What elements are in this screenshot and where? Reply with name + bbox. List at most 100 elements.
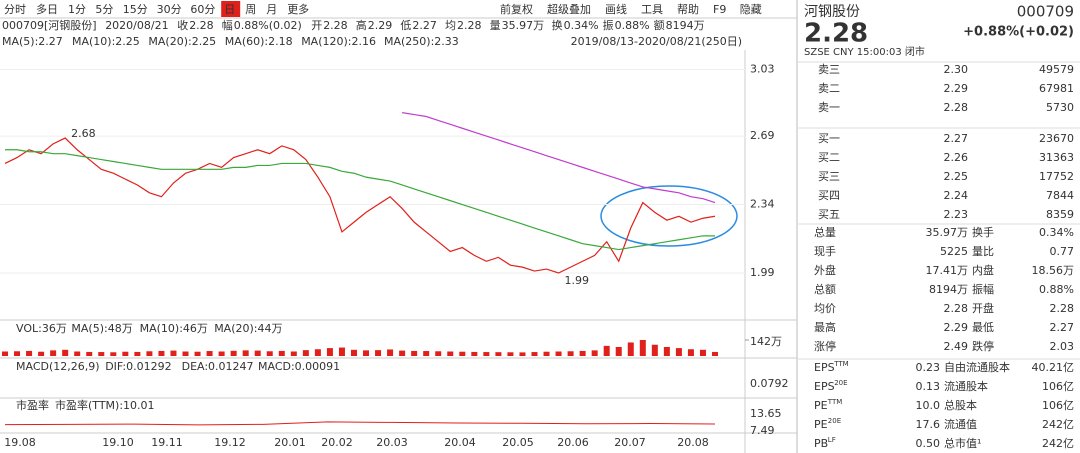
fund-label: 总股本 — [944, 398, 977, 412]
tool-button[interactable]: 工具 — [641, 3, 663, 16]
volume-bar — [350, 349, 357, 356]
info-item: 2020/08/21 — [105, 19, 168, 32]
info-value: 0.88%(0.02) — [234, 19, 302, 32]
x-tick-label: 19.12 — [214, 436, 246, 449]
vol-header: MA(20):44万 — [214, 322, 282, 335]
stat-label: 均价 — [814, 302, 836, 315]
stat-value: 2.28 — [944, 302, 969, 315]
period-tab[interactable]: 日 — [224, 3, 235, 16]
tool-button[interactable]: 画线 — [605, 2, 627, 16]
stat-value: 2.28 — [1050, 302, 1075, 315]
stat-value: 18.56万 — [1032, 264, 1075, 277]
tool-button[interactable]: 超级叠加 — [547, 2, 591, 16]
date-range: 2019/08/13-2020/08/21(250日) — [571, 35, 742, 48]
volume-bar — [495, 352, 502, 356]
volume-bar — [519, 352, 526, 356]
volume-bar — [423, 351, 430, 356]
book-label: 卖一 — [818, 101, 840, 114]
volume-bar — [98, 352, 105, 356]
volume-bar — [182, 351, 189, 356]
info-label: 额 — [654, 19, 665, 32]
volume-bar — [86, 351, 93, 356]
macd-tick: 0.0792 — [750, 377, 789, 390]
volume-bar — [50, 350, 57, 356]
volume-bar — [411, 350, 418, 356]
stat-value: 5225 — [940, 245, 968, 258]
x-tick-label: 20.03 — [376, 436, 408, 449]
period-tab[interactable]: 1分 — [68, 3, 86, 16]
x-tick-label: 19.11 — [151, 436, 183, 449]
period-tab[interactable]: 5分 — [95, 3, 113, 16]
volume-bar — [712, 351, 718, 356]
period-tab[interactable]: 30分 — [157, 3, 182, 16]
stat-label: 量比 — [972, 245, 994, 258]
macd-header: MACD:0.00091 — [258, 360, 340, 373]
book-price: 2.30 — [944, 63, 969, 76]
book-label: 买三 — [818, 170, 840, 183]
stat-value: 2.03 — [1050, 340, 1075, 353]
volume-bar — [483, 352, 490, 356]
period-tab[interactable]: 60分 — [190, 3, 215, 16]
pe-tick-label: 13.65 — [750, 407, 782, 420]
y-tick-label: 3.03 — [750, 63, 775, 76]
volume-bar — [579, 350, 586, 356]
macd-header: DEA:0.01247 — [182, 360, 254, 373]
price-annotation: 2.68 — [71, 127, 96, 140]
period-tab[interactable]: 分时 — [4, 3, 26, 16]
fund-label: 自由流通股本 — [944, 360, 1010, 374]
volume-bar — [158, 350, 165, 356]
volume-bar — [435, 351, 442, 356]
info-value: 2.28 — [457, 19, 482, 32]
price-line — [402, 112, 716, 204]
fund-label: EPS — [814, 380, 835, 393]
fund-label: 流通值 — [944, 417, 977, 431]
ma-label: MA(60):2.18 — [225, 35, 293, 48]
tool-button[interactable]: 隐藏 — [740, 3, 762, 16]
volume-bar — [206, 351, 213, 356]
volume-bar — [170, 350, 177, 356]
stat-value: 2.29 — [944, 321, 969, 334]
ma-label: MA(5):2.27 — [2, 35, 63, 48]
book-volume: 67981 — [1039, 82, 1074, 95]
fund-label: EPS — [814, 361, 835, 374]
stat-label: 最高 — [814, 320, 836, 334]
book-label: 卖二 — [818, 82, 840, 95]
stat-label: 总量 — [814, 225, 836, 239]
stat-label: 跌停 — [972, 339, 994, 353]
volume-bar — [146, 351, 153, 356]
period-tab[interactable]: 15分 — [123, 3, 148, 16]
volume-bar — [663, 346, 670, 356]
stat-value: 0.88% — [1039, 283, 1074, 296]
tool-button[interactable]: F9 — [713, 3, 726, 16]
volume-bar — [230, 350, 237, 356]
volume-bar — [38, 351, 45, 356]
pe-tick-label: 7.49 — [750, 424, 775, 437]
stat-value: 8194万 — [929, 283, 968, 296]
stat-value: 35.97万 — [926, 226, 969, 239]
volume-bar — [687, 349, 694, 356]
info-label: 换 — [552, 18, 563, 32]
tool-button[interactable]: 前复权 — [500, 2, 533, 16]
fund-value: 17.6 — [916, 418, 941, 431]
volume-bar — [531, 352, 538, 356]
ma-label: MA(250):2.33 — [384, 35, 459, 48]
period-tab[interactable]: 周 — [245, 3, 256, 16]
info-value: 8194万 — [666, 19, 705, 32]
volume-bar — [363, 350, 370, 356]
stat-value: 2.27 — [1050, 321, 1075, 334]
period-tab[interactable]: 多日 — [36, 2, 58, 16]
period-tab[interactable]: 更多 — [287, 2, 309, 16]
fund-sup: LF — [828, 436, 836, 444]
stat-value: 17.41万 — [926, 264, 969, 277]
stat-label: 振幅 — [972, 282, 994, 296]
volume-bar — [2, 351, 8, 356]
vol-tick-label: 142万 — [750, 335, 782, 348]
info-label: 均 — [445, 19, 456, 32]
volume-bar — [591, 350, 598, 356]
volume-bar — [651, 344, 658, 356]
fund-value: 0.23 — [916, 361, 941, 374]
period-tab[interactable]: 月 — [266, 3, 277, 16]
fund-label: PB — [814, 437, 828, 450]
fund-label: PE — [814, 399, 828, 412]
tool-button[interactable]: 帮助 — [677, 2, 699, 16]
